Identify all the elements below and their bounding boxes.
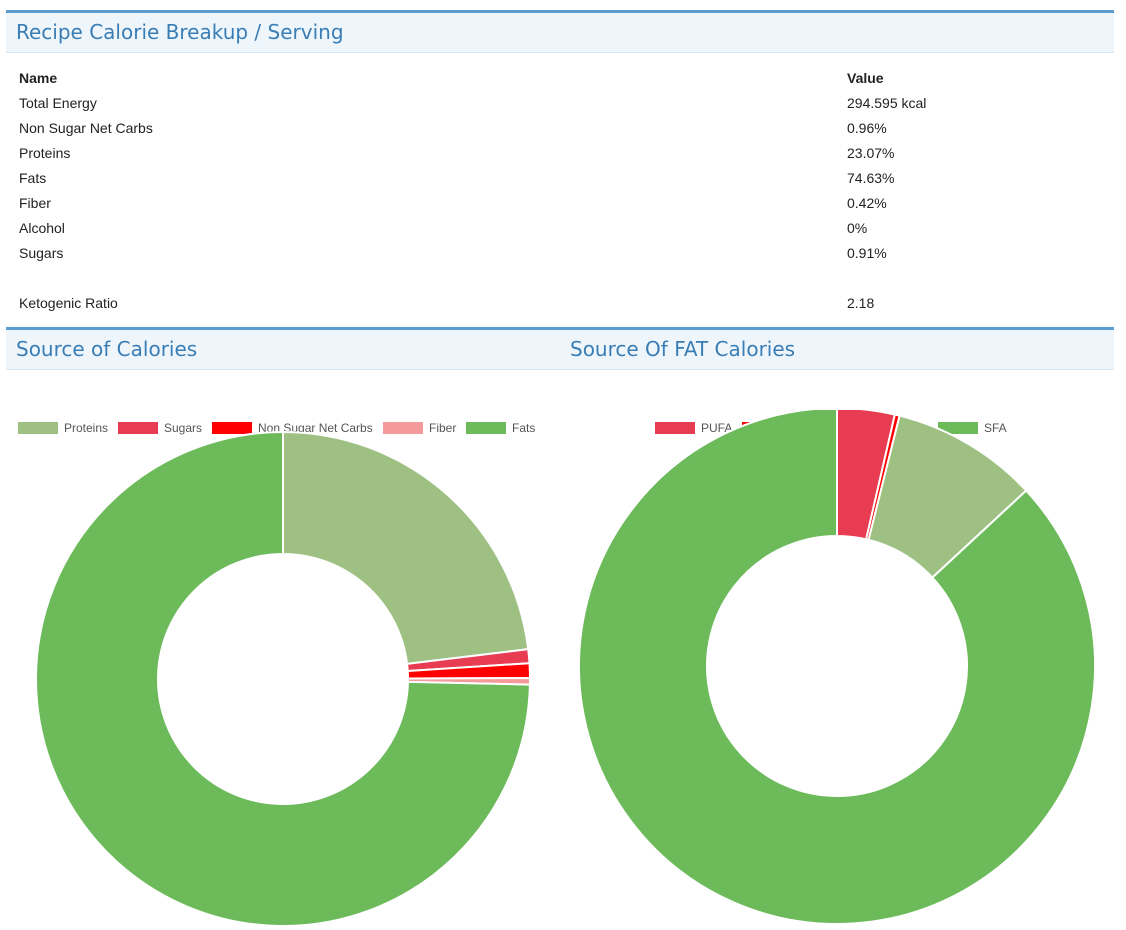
table-row: Alcohol 0% xyxy=(14,215,1097,240)
pie-slice-sfa[interactable] xyxy=(578,410,1096,925)
pie-slice-proteins[interactable] xyxy=(282,430,530,666)
legend-swatch xyxy=(466,422,506,434)
table-row: Non Sugar Net Carbs 0.96% xyxy=(14,115,1097,140)
legend-label: Fats xyxy=(512,421,536,435)
row-value: 74.63% xyxy=(847,169,895,186)
table-row: Proteins 23.07% xyxy=(14,140,1097,165)
legend-label: Sugars xyxy=(164,421,203,435)
legend-item[interactable]: Fiber xyxy=(383,421,456,435)
row-name: Non Sugar Net Carbs xyxy=(19,119,153,136)
table-row: Total Energy 294.595 kcal xyxy=(14,90,1097,115)
row-name: Sugars xyxy=(19,244,64,261)
pie-slice-fats[interactable] xyxy=(35,430,531,927)
legend-label: Proteins xyxy=(64,421,109,435)
legend-swatch xyxy=(655,422,695,434)
legend-item[interactable]: PUFA xyxy=(655,421,732,435)
row-value: 294.595 kcal xyxy=(847,94,927,111)
legend-item[interactable]: Fats xyxy=(466,421,535,435)
legend-item[interactable]: Sugars xyxy=(118,421,202,435)
column-header-name: Name xyxy=(19,69,58,86)
row-value: 0.96% xyxy=(847,119,887,136)
row-name: Fiber xyxy=(19,194,51,211)
legend-swatch xyxy=(212,422,252,434)
table-row: Fiber 0.42% xyxy=(14,190,1097,215)
nutrition-table: Name Value Total Energy 294.595 kcal Non S… xyxy=(14,65,1097,315)
row-name: Total Energy xyxy=(19,94,97,111)
calorie-breakup-panel: Recipe Calorie Breakup / Serving Name Va… xyxy=(6,10,1114,326)
legend-item[interactable]: Proteins xyxy=(18,421,108,435)
row-value: 23.07% xyxy=(847,144,895,161)
row-name: Proteins xyxy=(19,144,71,161)
legend-swatch xyxy=(938,422,978,434)
legend-swatch xyxy=(18,422,58,434)
legend-label: SFA xyxy=(984,421,1007,435)
table-row: Sugars 0.91% xyxy=(14,240,1097,265)
calories-donut-chart xyxy=(35,430,532,927)
legend-swatch xyxy=(383,422,423,434)
column-header-value: Value xyxy=(847,69,884,86)
row-name: Alcohol xyxy=(19,219,65,236)
row-name: Fats xyxy=(19,169,47,186)
row-value: 2.18 xyxy=(847,294,875,311)
fat-donut-chart xyxy=(578,410,1096,925)
legend-label: PUFA xyxy=(701,421,733,435)
panel-title: Source of Calories xyxy=(6,330,560,370)
row-name: Ketogenic Ratio xyxy=(19,294,118,311)
legend-swatch xyxy=(118,422,158,434)
row-value: 0.91% xyxy=(847,244,887,261)
row-value: 0% xyxy=(847,219,868,236)
row-value: 0.42% xyxy=(847,194,887,211)
table-row: Fats 74.63% xyxy=(14,165,1097,190)
panel-title: Recipe Calorie Breakup / Serving xyxy=(6,13,1114,53)
panel-title: Source Of FAT Calories xyxy=(560,330,1114,370)
legend-item[interactable]: SFA xyxy=(938,421,1007,435)
fat-calories-panel: Source Of FAT Calories PUFATrans FatMUFA… xyxy=(560,327,1114,930)
legend-label: Fiber xyxy=(429,421,457,435)
source-of-calories-panel: Source of Calories Proteins Sugars Non Sug… xyxy=(6,327,560,930)
table-header-row: Name Value xyxy=(14,65,1097,90)
table-row: Ketogenic Ratio 2.18 xyxy=(14,290,1097,315)
